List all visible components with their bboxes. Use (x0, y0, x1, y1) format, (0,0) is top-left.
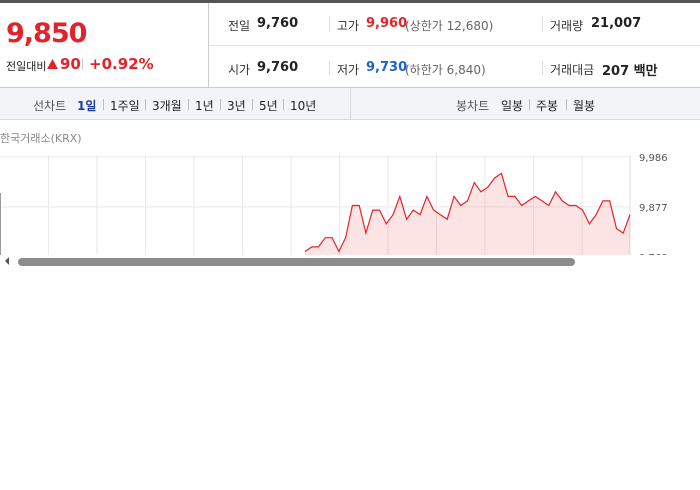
stat-label: 시가 (228, 63, 251, 77)
period-tab[interactable]: 3개월 (152, 99, 182, 113)
chart: 9,986 9,877 9,768 (0, 153, 668, 255)
stat-note: (하한가 6,840) (405, 63, 486, 77)
stat-label: 거래량 (550, 19, 584, 33)
stat-value: 21,007 (591, 16, 642, 31)
period-tab[interactable]: 5년 (259, 99, 278, 113)
y-tick-label: 9,877 (639, 203, 668, 214)
stat-value: 9,960 (366, 16, 408, 31)
candle-tab[interactable]: 월봉 (573, 99, 596, 113)
stat-note: (상한가 12,680) (405, 19, 494, 33)
period-tab[interactable]: 10년 (290, 99, 317, 113)
stat-value: 207 백만 (602, 64, 658, 79)
scrollbar[interactable] (0, 255, 700, 269)
line-chart-label: 선차트 (33, 99, 67, 113)
stat-value: 9,760 (257, 60, 299, 75)
change: 90 (60, 55, 81, 73)
source: 한국거래소(KRX) (0, 132, 82, 145)
stat-label: 전일 (228, 19, 251, 33)
period-tab[interactable]: 1주일 (110, 99, 140, 113)
stat-label: 저가 (337, 63, 360, 77)
stat-value: 9,730 (366, 60, 408, 75)
price: 9,850 (6, 18, 87, 49)
period-tab[interactable]: 3년 (227, 99, 246, 113)
candle-tab[interactable]: 일봉 (501, 99, 524, 113)
candle-chart-label: 봉차트 (456, 99, 490, 113)
period-tab[interactable]: 1년 (195, 99, 214, 113)
y-tick-label: 9,986 (639, 153, 668, 164)
period-tab[interactable]: 1일 (77, 99, 97, 113)
area (305, 173, 630, 255)
change-label: 전일대비 (6, 60, 47, 73)
up-icon (47, 59, 58, 69)
price-line (304, 172, 631, 253)
quote-panel: 9,850 전일대비 90 +0.92% 전일 9,760 고가 9,960 (상한가 … (0, 0, 700, 88)
candle-tab[interactable]: 주봉 (536, 99, 559, 113)
stat-value: 9,760 (257, 16, 299, 31)
tab-bar: 선차트 1일 1주일 3개월 1년 3년 5년 10년 봉차트 일봉 주봉 월봉 (0, 88, 700, 120)
change-rate: +0.92% (89, 55, 154, 73)
y-tick-label: 9,768 (639, 253, 668, 255)
stat-label: 고가 (337, 19, 360, 33)
stat-label: 거래대금 (550, 63, 595, 77)
